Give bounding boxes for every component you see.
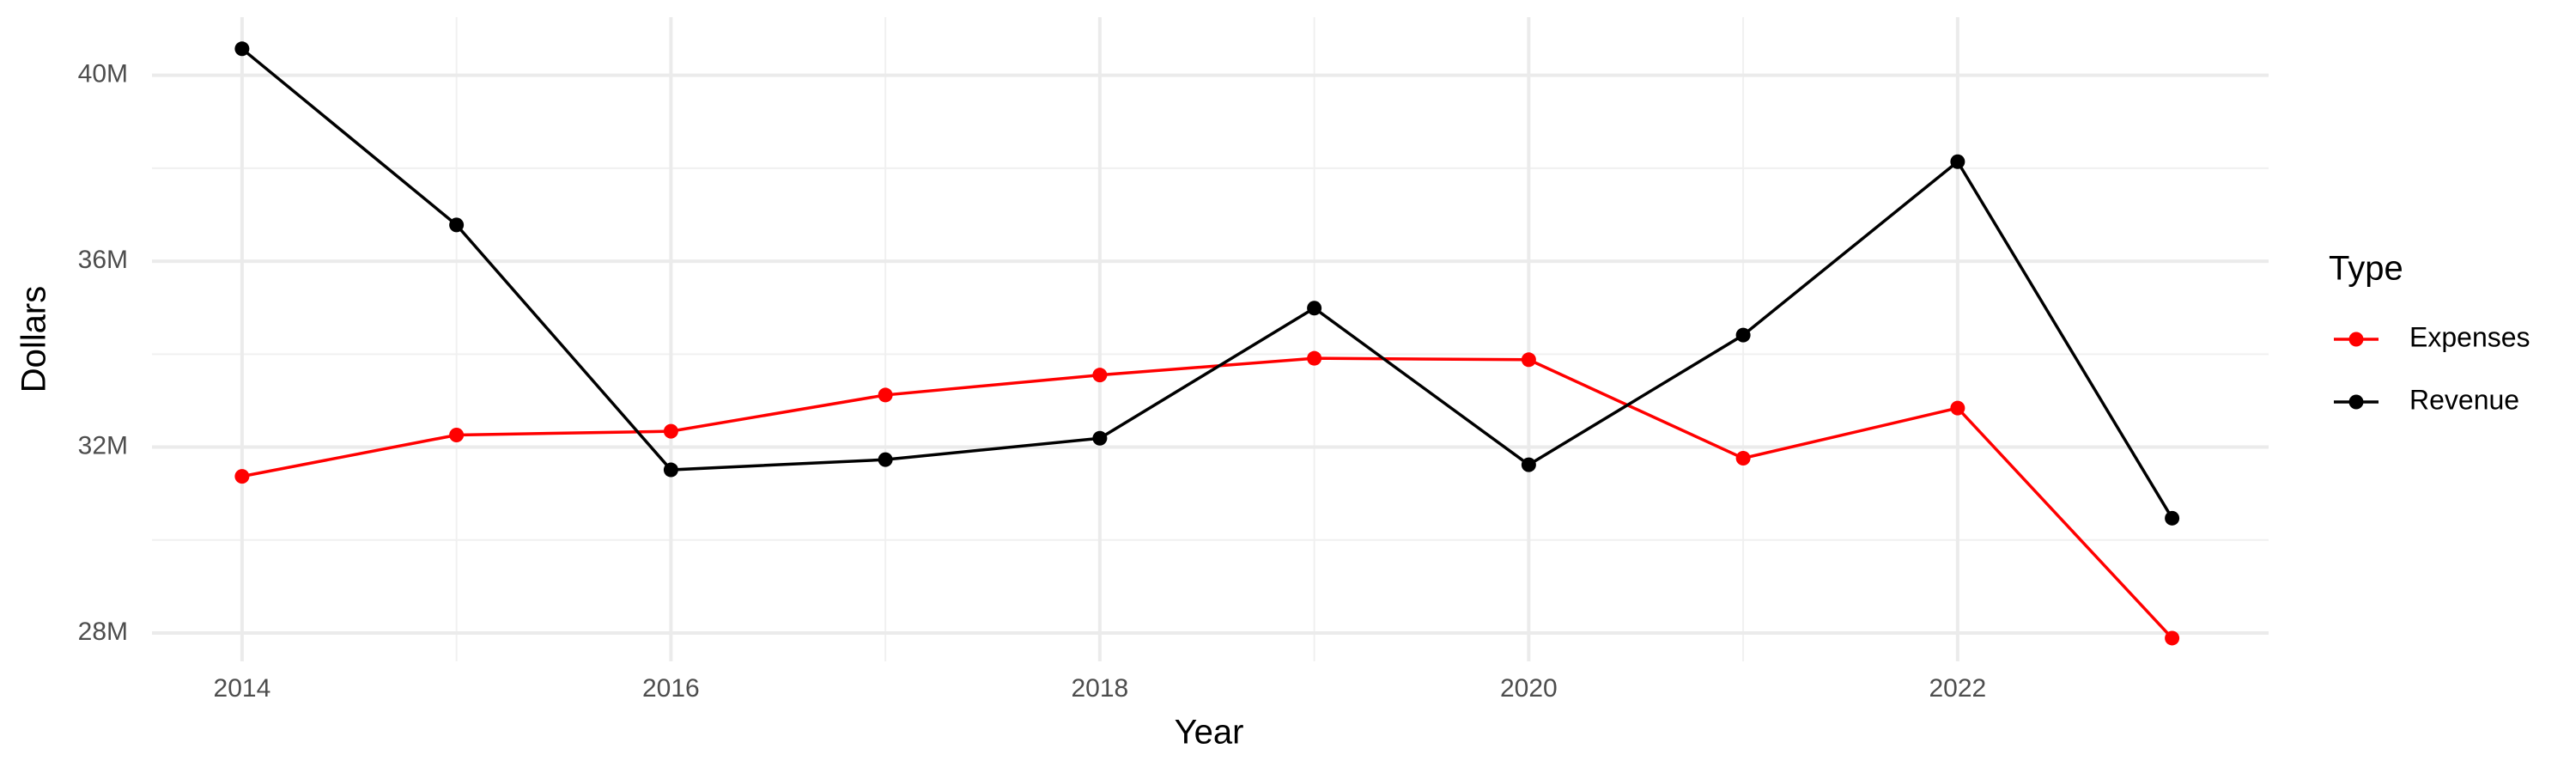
data-point: [1521, 352, 1536, 368]
legend-title: Type: [2329, 250, 2403, 288]
data-point: [1950, 154, 1965, 169]
data-point: [234, 469, 250, 484]
data-point: [1521, 457, 1536, 472]
legend-label: Expenses: [2409, 321, 2530, 352]
legend-label: Revenue: [2409, 384, 2519, 415]
legend-item: Revenue: [2334, 384, 2519, 415]
data-point: [1092, 430, 1108, 446]
legend-key-point: [2348, 394, 2364, 410]
y-axis-title: Dollars: [15, 286, 53, 393]
y-tick-label: 32M: [78, 431, 128, 460]
x-tick-label: 2014: [214, 674, 271, 703]
series-line: [240, 47, 2174, 520]
data-point: [663, 423, 678, 439]
data-point: [234, 41, 250, 57]
data-point: [1950, 400, 1965, 416]
data-point: [878, 452, 893, 467]
y-tick-label: 28M: [78, 618, 128, 646]
data-point: [449, 427, 465, 442]
data-point: [449, 217, 465, 233]
data-point: [1092, 368, 1108, 383]
x-axis-title: Year: [1175, 714, 1244, 752]
data-point: [2165, 510, 2180, 526]
x-tick-label: 2018: [1072, 674, 1129, 703]
legend-key-point: [2348, 332, 2364, 347]
x-tick-label: 2020: [1500, 674, 1558, 703]
y-tick-label: 36M: [78, 246, 128, 274]
data-point: [2165, 630, 2180, 646]
legend-item: Expenses: [2334, 321, 2530, 352]
series-line: [241, 356, 2173, 640]
grid: [152, 17, 2269, 661]
data-point: [1735, 327, 1751, 343]
data-point: [663, 462, 678, 478]
y-tick-label: 40M: [78, 60, 128, 88]
x-tick-label: 2022: [1929, 674, 1986, 703]
x-tick-label: 2016: [642, 674, 700, 703]
data-point: [878, 387, 893, 403]
data-point: [1307, 301, 1322, 316]
data-point: [1307, 350, 1322, 366]
data-point: [1735, 451, 1751, 466]
